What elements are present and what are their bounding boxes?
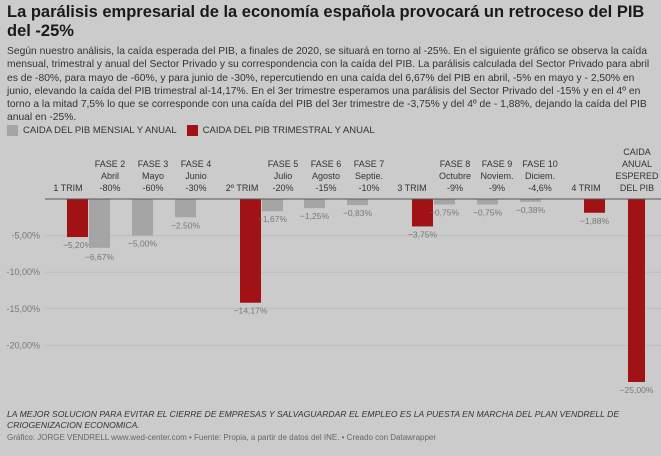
legend-label-trimestral: CAIDA DEL PIB TRIMESTRAL Y ANUAL [202,125,375,136]
legend: CAIDA DEL PIB MENSIAL Y ANUAL CAIDA DEL … [7,125,375,136]
value-label: −3,75% [408,229,438,239]
bar-mensual [132,199,153,236]
chart-title: La parálisis empresarial de la economía … [7,3,645,40]
bar-mensual [175,199,196,218]
bar-mensual [304,199,325,209]
bar-trimestral [584,199,605,213]
bar-mensual [477,199,498,205]
value-label: −1,25% [300,211,330,221]
y-tick-label: -5,00% [11,231,40,241]
credit-line: Gráfico: JORGE VENDRELL www.wed-center.c… [7,433,437,442]
bar-trimestral [628,199,645,382]
category-label: -30% [185,183,206,193]
category-label: Diciem. [525,171,555,181]
category-label: Agosto [312,171,340,181]
bar-trimestral [412,199,433,227]
value-label: −1,67% [258,214,288,224]
value-label: −2,50% [171,220,201,230]
y-tick-label: -20,00% [6,340,40,350]
category-label: 2º TRIM [226,183,259,193]
category-label: 3 TRIM [397,183,426,193]
category-label: FASE 9 [482,159,513,169]
category-label: Mayo [142,171,164,181]
bar-trimestral [240,199,261,303]
category-label: Junio [185,171,207,181]
category-label: -9% [447,183,463,193]
bar-mensual [347,199,368,206]
bar-trimestral [67,199,88,238]
category-label: FASE 7 [354,159,385,169]
bar-mensual [520,199,541,202]
legend-swatch-trimestral [186,125,198,136]
category-label: -15% [315,183,336,193]
value-label: −14,17% [234,306,268,316]
legend-swatch-mensual [7,125,18,136]
category-label: -10% [358,183,379,193]
category-label: Noviem. [480,171,513,181]
legend-label-mensual: CAIDA DEL PIB MENSIAL Y ANUAL [23,125,177,136]
category-label: Julio [274,171,293,181]
chart-description: Según nuestro análisis, la caída esperad… [7,46,650,124]
category-label: Abril [101,171,119,181]
legend-item-mensual: CAIDA DEL PIB MENSIAL Y ANUAL [7,125,177,136]
value-label: −5,20% [63,240,93,250]
category-label: DEL PIB [620,183,654,193]
bar-mensual [262,199,283,212]
category-label: FASE 2 [95,159,126,169]
category-label: 1 TRIM [53,183,82,193]
category-label: -4,6% [528,183,552,193]
value-label: −0,38% [516,205,546,215]
value-label: −0,75% [473,207,503,217]
category-label: -80% [99,183,120,193]
bar-mensual [434,199,455,205]
category-label: -9% [489,183,505,193]
category-label: -60% [142,183,163,193]
category-label: FASE 10 [522,159,558,169]
category-label: FASE 5 [268,159,299,169]
value-label: −0,75% [430,207,460,217]
value-label: −1,88% [580,216,610,226]
category-label: FASE 4 [181,159,212,169]
footnote: LA MEJOR SOLUCION PARA EVITAR EL CIERRE … [7,409,620,430]
category-label: Octubre [439,171,471,181]
legend-item-trimestral: CAIDA DEL PIB TRIMESTRAL Y ANUAL [186,125,375,136]
category-label: -20% [272,183,293,193]
value-label: −25,00% [620,385,654,395]
value-label: −0,83% [343,208,373,218]
value-label: −5,00% [128,239,158,249]
category-label: FASE 8 [440,159,471,169]
category-label: CAIDA [623,147,651,157]
category-label: Septie. [355,171,383,181]
value-label: −6,67% [85,252,115,262]
category-label: ANUAL [622,159,652,169]
y-tick-label: -15,00% [6,304,40,314]
bar-mensual [89,199,110,248]
category-label: 4 TRIM [571,183,600,193]
category-label: FASE 3 [138,159,169,169]
y-tick-label: -10,00% [6,267,40,277]
category-label: ESPERED [615,171,659,181]
category-label: FASE 6 [311,159,342,169]
